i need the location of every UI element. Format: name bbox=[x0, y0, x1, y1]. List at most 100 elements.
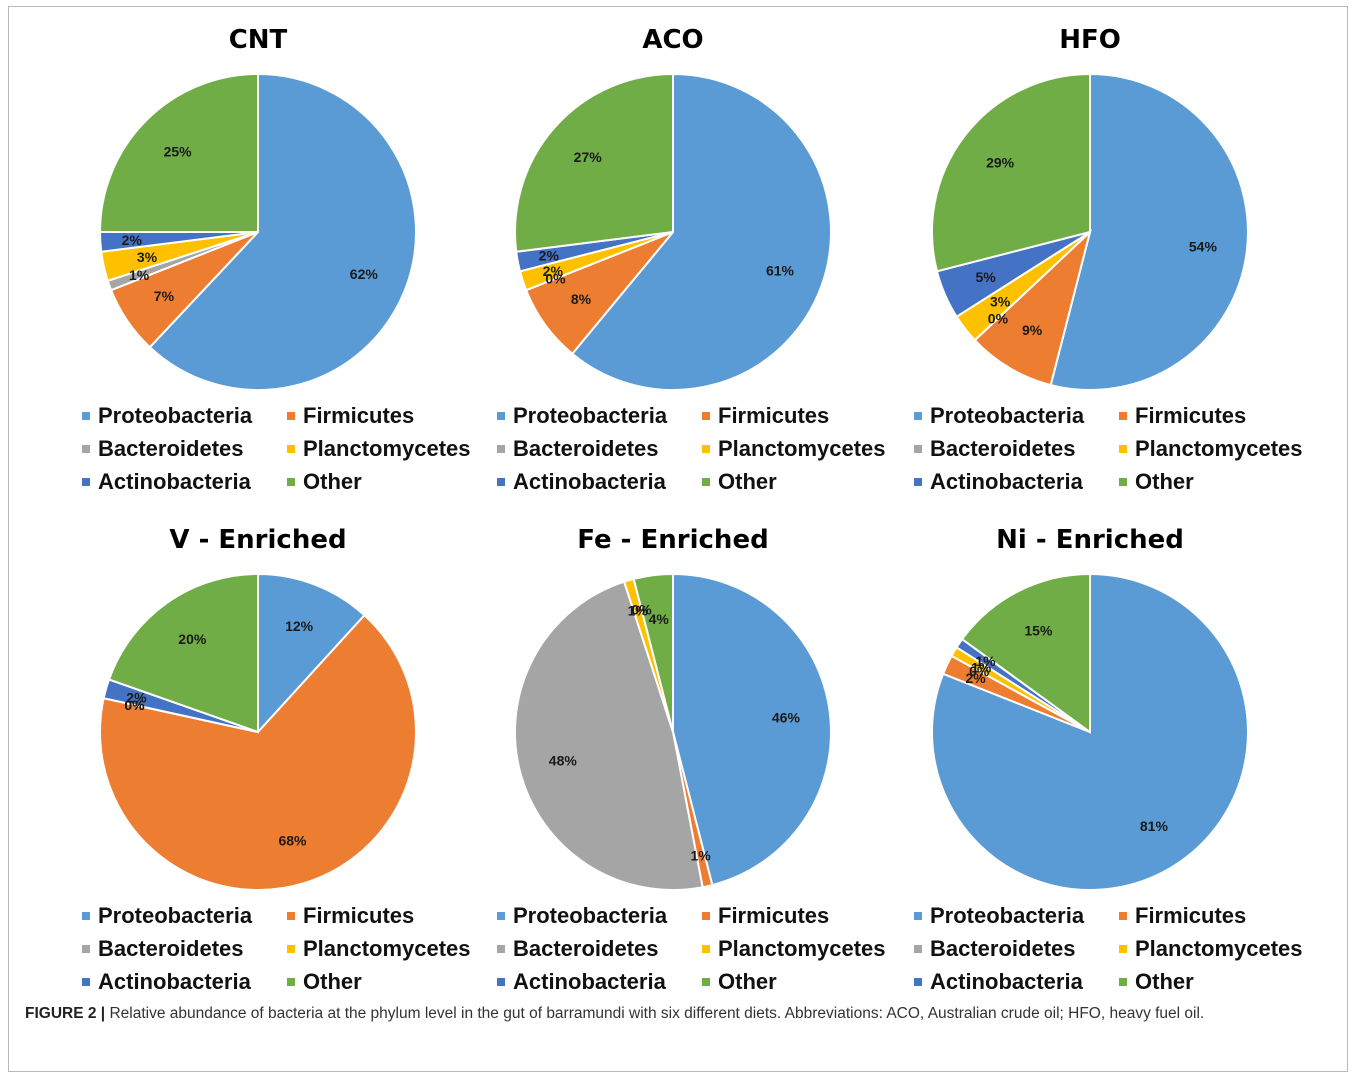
legend-label: Firmicutes bbox=[718, 403, 830, 428]
pie-slice-firmicutes bbox=[973, 228, 1092, 387]
legend-item-other: Other bbox=[287, 966, 487, 997]
legend-item-firmicutes: Firmicutes bbox=[287, 400, 487, 431]
chart-legend: Proteobacteria Firmicutes Bacteroidetes Pla… bbox=[914, 900, 1314, 997]
legend-label: Bacteroidetes bbox=[513, 936, 659, 961]
legend-swatch bbox=[914, 944, 922, 953]
legend-label: Firmicutes bbox=[303, 403, 415, 428]
pie-slice-other bbox=[107, 572, 259, 734]
legend-item-firmicutes: Firmicutes bbox=[287, 900, 487, 931]
legend-swatch bbox=[702, 477, 710, 486]
legend-swatch bbox=[1119, 477, 1127, 486]
data-label-bacteroidetes: 0% bbox=[969, 663, 990, 679]
legend-swatch bbox=[497, 444, 505, 453]
pie-slice-proteobacteria bbox=[570, 72, 832, 391]
legend-label: Bacteroidetes bbox=[98, 936, 244, 961]
legend-label: Planctomycetes bbox=[303, 936, 471, 961]
legend-swatch bbox=[82, 911, 90, 920]
legend-item-other: Other bbox=[1119, 966, 1319, 997]
pie-slice-other bbox=[98, 72, 259, 233]
legend-item-planctomycetes: Planctomycetes bbox=[702, 933, 902, 964]
legend-item-actinobacteria: Actinobacteria bbox=[82, 466, 287, 497]
legend-label: Bacteroidetes bbox=[930, 936, 1076, 961]
legend-item-bacteroidetes: Bacteroidetes bbox=[82, 433, 287, 464]
legend-swatch bbox=[914, 977, 922, 986]
legend-item-bacteroidetes: Bacteroidetes bbox=[914, 933, 1119, 964]
legend-label: Firmicutes bbox=[303, 903, 415, 928]
legend-label: Actinobacteria bbox=[98, 969, 251, 994]
legend-swatch bbox=[287, 911, 295, 920]
figure-caption: FIGURE 2 | Relative abundance of bacteri… bbox=[25, 1003, 1335, 1025]
legend-label: Other bbox=[303, 469, 362, 494]
data-label-bacteroidetes: 1% bbox=[129, 267, 150, 283]
legend-label: Other bbox=[1135, 469, 1194, 494]
data-label-planctomycetes: 0% bbox=[124, 697, 145, 713]
chart-title: Ni - Enriched bbox=[996, 525, 1184, 555]
legend-swatch bbox=[1119, 411, 1127, 420]
legend-label: Other bbox=[1135, 969, 1194, 994]
pie-panel-aco: ACO 61% 8% 0% 2% 2% 27% Proteobacteria Firmicute… bbox=[445, 10, 886, 510]
legend-item-other: Other bbox=[702, 966, 902, 997]
data-label-other: 20% bbox=[178, 631, 207, 647]
legend-swatch bbox=[82, 977, 90, 986]
data-label-firmicutes: 68% bbox=[278, 832, 307, 848]
legend-swatch bbox=[702, 977, 710, 986]
pie-slice-bacteroidetes bbox=[514, 580, 704, 891]
legend-label: Proteobacteria bbox=[513, 403, 668, 428]
legend-swatch bbox=[1119, 977, 1127, 986]
legend-label: Planctomycetes bbox=[718, 936, 886, 961]
pie-panel-fe-enriched: Fe - Enriched 46% 1% 48% 1% 0% 4% Proteobacteri… bbox=[445, 510, 886, 1010]
legend-swatch bbox=[82, 411, 90, 420]
legend-item-planctomycetes: Planctomycetes bbox=[702, 433, 902, 464]
data-label-other: 25% bbox=[164, 144, 193, 160]
legend-label: Proteobacteria bbox=[98, 903, 253, 928]
data-label-other: 15% bbox=[1024, 623, 1053, 639]
legend-item-proteobacteria: Proteobacteria bbox=[914, 900, 1119, 931]
data-label-actinobacteria: 0% bbox=[631, 602, 652, 618]
pie-panel-cnt: CNT 62% 7% 1% 3% 2% 25% Proteobacteria Firmicute… bbox=[30, 10, 471, 510]
figure-frame bbox=[8, 6, 1348, 1072]
legend-item-proteobacteria: Proteobacteria bbox=[497, 900, 702, 931]
pie-slice-firmicutes bbox=[99, 613, 417, 891]
legend-item-proteobacteria: Proteobacteria bbox=[82, 400, 287, 431]
legend-item-actinobacteria: Actinobacteria bbox=[497, 466, 702, 497]
pie-panel-hfo: HFO 54% 9% 0% 3% 5% 29% Proteobacteria Firmicute… bbox=[862, 10, 1303, 510]
legend-label: Other bbox=[718, 469, 777, 494]
legend-label: Other bbox=[718, 969, 777, 994]
legend-item-bacteroidetes: Bacteroidetes bbox=[497, 933, 702, 964]
legend-swatch bbox=[1119, 944, 1127, 953]
data-label-bacteroidetes: 48% bbox=[549, 752, 578, 768]
legend-item-firmicutes: Firmicutes bbox=[702, 400, 902, 431]
legend-label: Bacteroidetes bbox=[98, 436, 244, 461]
data-label-firmicutes: 8% bbox=[571, 291, 592, 307]
data-label-actinobacteria: 2% bbox=[539, 248, 560, 264]
data-label-other: 4% bbox=[649, 611, 670, 627]
chart-title: Fe - Enriched bbox=[577, 525, 768, 555]
pie-slice-other bbox=[931, 72, 1091, 273]
data-label-firmicutes: 1% bbox=[690, 847, 711, 863]
legend-item-proteobacteria: Proteobacteria bbox=[82, 900, 287, 931]
legend-label: Actinobacteria bbox=[930, 969, 1083, 994]
legend-item-other: Other bbox=[702, 466, 902, 497]
data-label-actinobacteria: 1% bbox=[975, 653, 996, 669]
legend-label: Proteobacteria bbox=[513, 903, 668, 928]
legend-item-firmicutes: Firmicutes bbox=[1119, 900, 1319, 931]
pie-slice-proteobacteria bbox=[148, 72, 417, 391]
legend-label: Planctomycetes bbox=[1135, 936, 1303, 961]
data-label-firmicutes: 2% bbox=[965, 670, 986, 686]
legend-swatch bbox=[702, 911, 710, 920]
legend-label: Planctomycetes bbox=[718, 436, 886, 461]
legend-swatch bbox=[287, 944, 295, 953]
legend-label: Actinobacteria bbox=[930, 469, 1083, 494]
legend-item-actinobacteria: Actinobacteria bbox=[82, 966, 287, 997]
legend-swatch bbox=[82, 477, 90, 486]
legend-swatch bbox=[914, 477, 922, 486]
data-label-proteobacteria: 12% bbox=[285, 618, 314, 634]
data-label-planctomycetes: 2% bbox=[543, 263, 564, 279]
legend-label: Actinobacteria bbox=[98, 469, 251, 494]
data-label-actinobacteria: 2% bbox=[122, 232, 143, 248]
data-label-proteobacteria: 62% bbox=[350, 266, 379, 282]
legend-label: Bacteroidetes bbox=[513, 436, 659, 461]
legend-item-bacteroidetes: Bacteroidetes bbox=[82, 933, 287, 964]
